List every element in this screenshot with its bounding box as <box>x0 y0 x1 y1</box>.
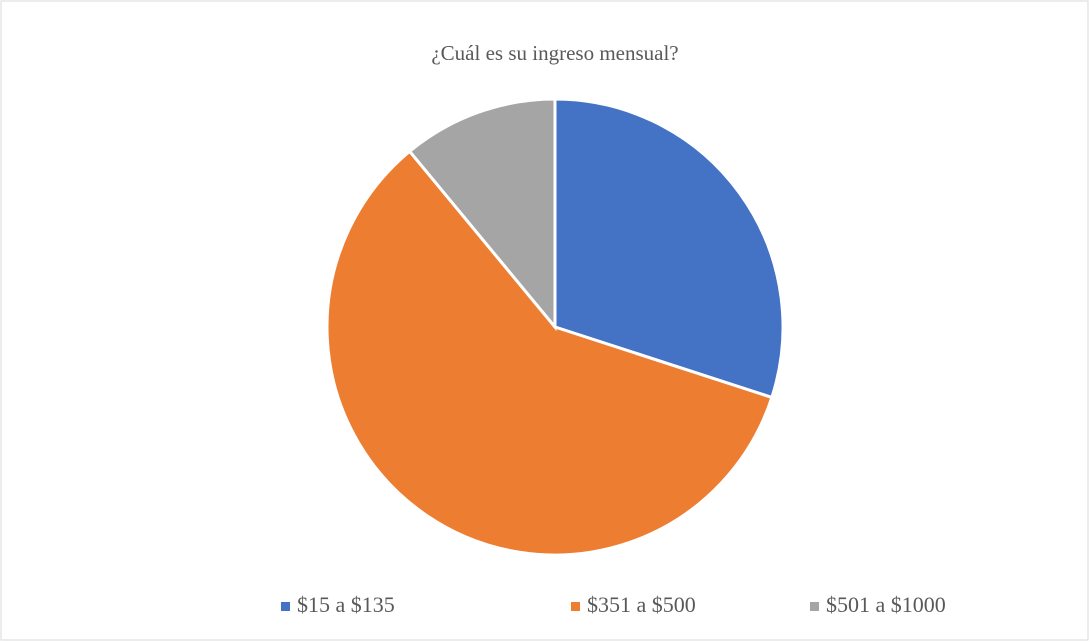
pie-slice <box>407 97 557 332</box>
legend-swatch <box>571 602 580 611</box>
chart-title: ¿Cuál es su ingreso mensual? <box>431 41 678 65</box>
legend-swatch <box>281 602 290 611</box>
legend-label: $501 a $1000 <box>826 592 946 617</box>
legend-label: $15 a $135 <box>297 592 395 617</box>
pie-slice <box>553 97 785 400</box>
legend-label: $351 a $500 <box>587 592 696 617</box>
legend-swatch <box>810 602 819 611</box>
pie-slice <box>325 149 774 557</box>
